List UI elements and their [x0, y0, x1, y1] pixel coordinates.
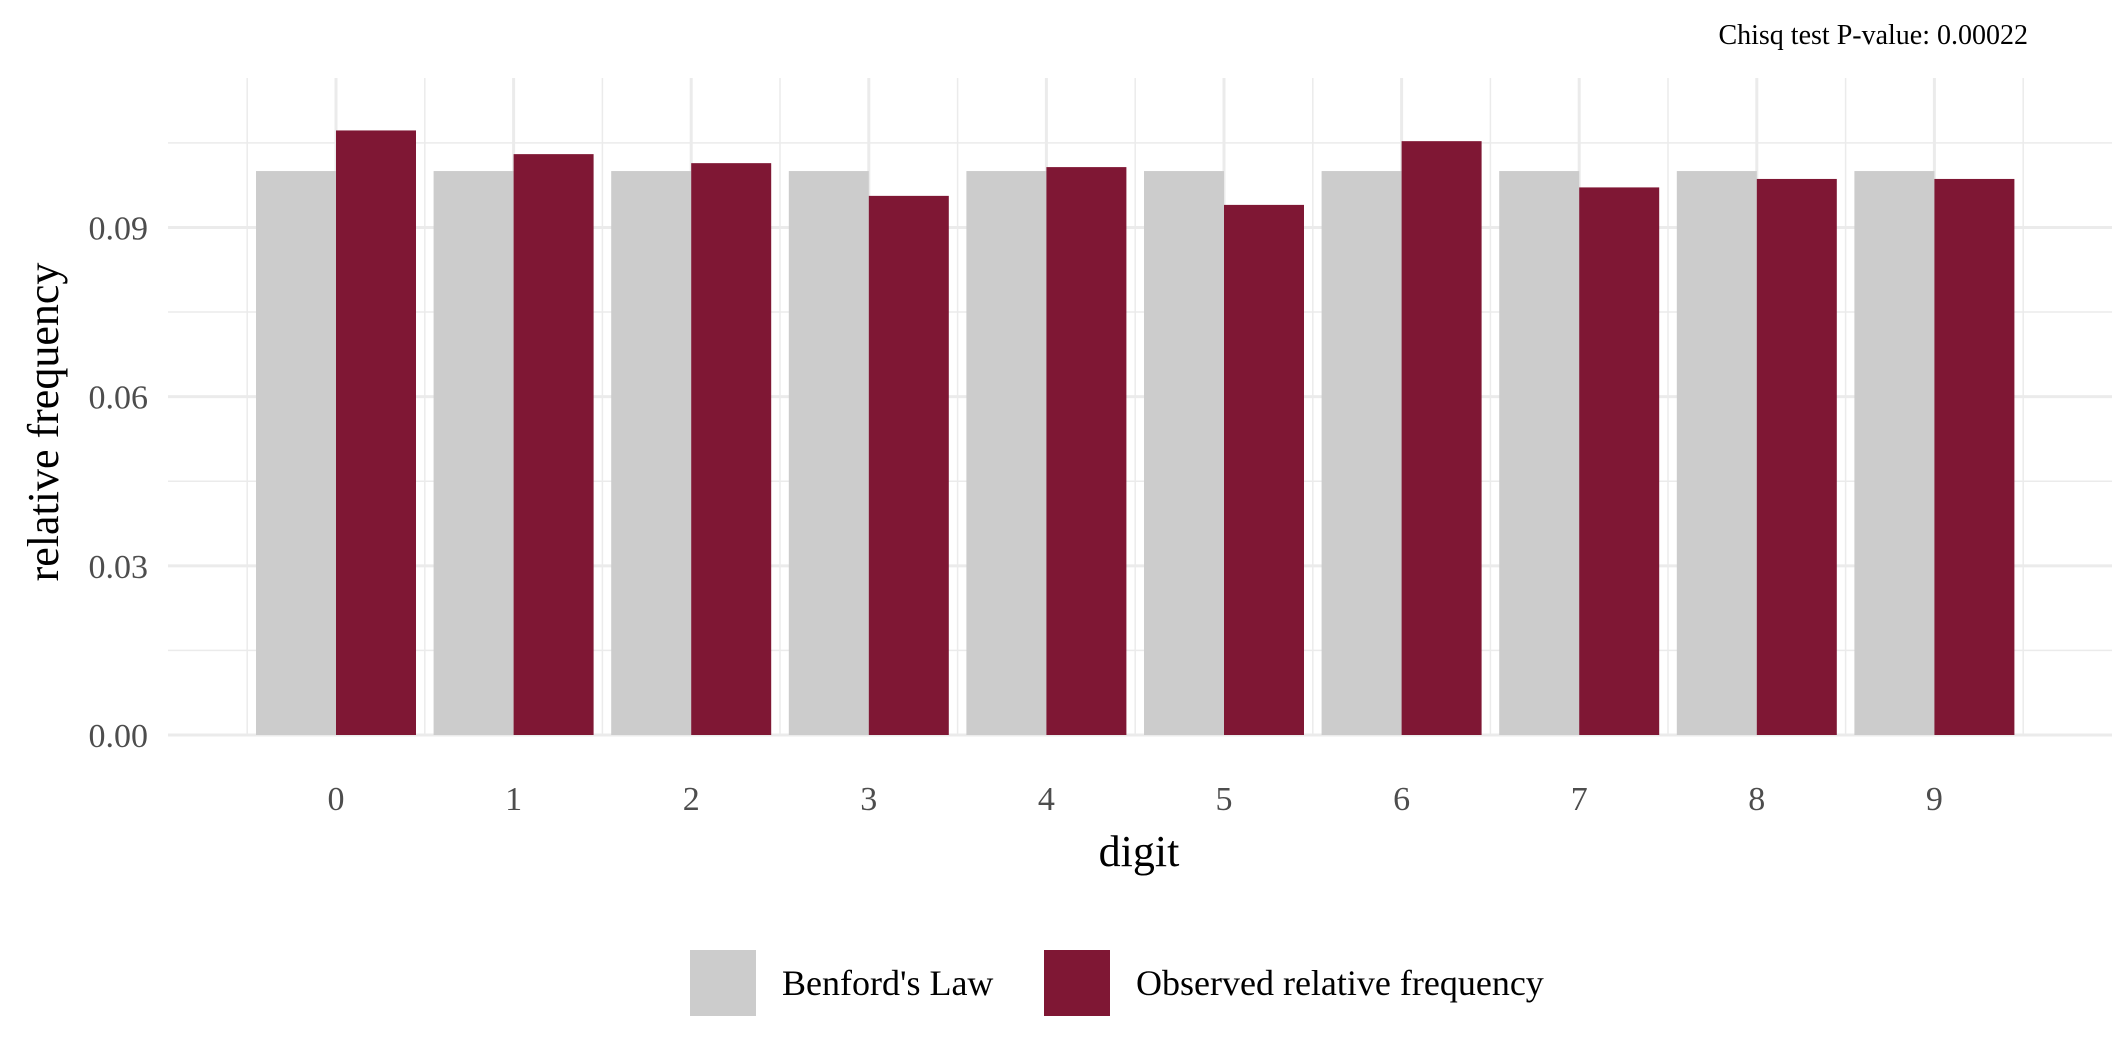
legend: Benford's Law Observed relative frequenc… [690, 950, 1544, 1016]
chisq-annotation: Chisq test P-value: 0.00022 [1718, 20, 2028, 51]
bar-observed-2 [691, 163, 772, 735]
bar-benford-2 [611, 171, 692, 735]
bar-benford-4 [966, 171, 1047, 735]
bar-benford-5 [1144, 171, 1224, 735]
y-tick-label: 0.00 [89, 718, 149, 755]
bar-benford-6 [1321, 171, 1402, 735]
x-tick-label: 5 [1216, 781, 1233, 818]
y-tick-label: 0.03 [89, 549, 149, 586]
bar-observed-9 [1934, 178, 2015, 735]
x-axis-label: digit [1099, 827, 1180, 876]
bar-observed-8 [1756, 178, 1837, 735]
y-tick-labels: 0.00 0.03 0.06 0.09 [89, 210, 149, 755]
x-tick-label: 6 [1393, 781, 1410, 818]
x-tick-label: 3 [860, 781, 877, 818]
y-tick-label: 0.09 [89, 210, 149, 247]
bar-observed-5 [1224, 204, 1304, 735]
bar-observed-0 [336, 130, 416, 735]
bar-observed-1 [513, 154, 594, 735]
bar-observed-3 [868, 195, 949, 735]
bar-observed-6 [1401, 141, 1482, 735]
bars [256, 130, 2015, 735]
x-tick-label: 4 [1038, 781, 1055, 818]
bar-benford-3 [788, 171, 869, 735]
legend-label-benford: Benford's Law [782, 963, 993, 1003]
bar-benford-7 [1499, 171, 1580, 735]
legend-key-benford [690, 950, 756, 1016]
x-tick-label: 8 [1748, 781, 1765, 818]
x-tick-label: 0 [328, 781, 345, 818]
legend-label-observed: Observed relative frequency [1136, 963, 1544, 1003]
x-tick-label: 7 [1571, 781, 1588, 818]
bar-benford-9 [1854, 171, 1935, 735]
bar-benford-0 [256, 171, 336, 735]
bar-observed-4 [1046, 167, 1127, 735]
legend-key-observed [1044, 950, 1110, 1016]
x-tick-labels: 0 1 2 3 4 5 6 7 8 9 [328, 781, 1943, 818]
x-tick-label: 9 [1926, 781, 1943, 818]
x-tick-label: 1 [505, 781, 522, 818]
bar-observed-7 [1579, 187, 1660, 735]
bar-benford-8 [1676, 171, 1757, 735]
y-axis-label: relative frequency [19, 263, 68, 582]
y-tick-label: 0.06 [89, 380, 149, 417]
x-tick-label: 2 [683, 781, 700, 818]
bar-benford-1 [433, 171, 514, 735]
